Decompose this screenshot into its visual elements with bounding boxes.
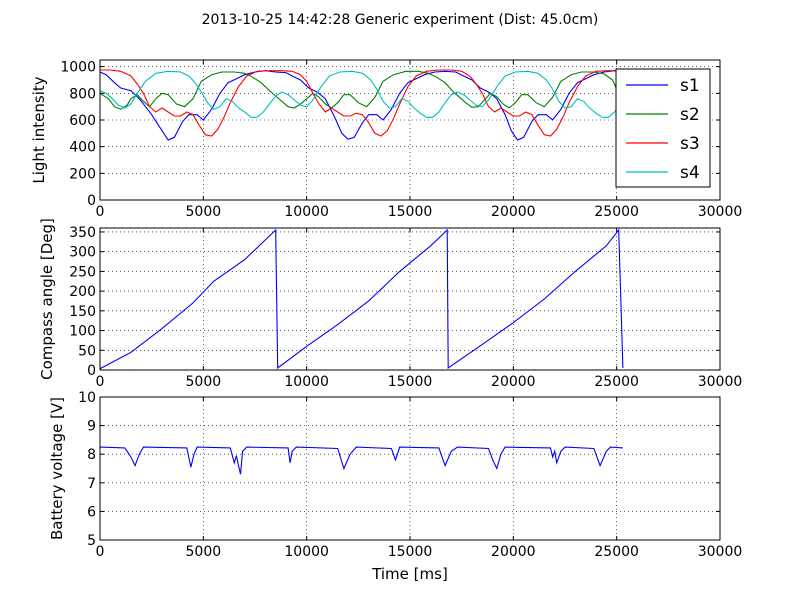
y-tick-label: 100	[69, 324, 96, 340]
y-tick-label: 200	[69, 166, 96, 182]
y-tick-label: 300	[69, 245, 96, 261]
x-axis-label: Time [ms]	[371, 565, 448, 583]
legend-label-s3: s3	[680, 134, 700, 154]
y-tick-label: 350	[69, 225, 96, 241]
y-tick-label: 8	[87, 447, 96, 463]
x-tick-label: 10000	[284, 544, 329, 560]
series-line	[100, 446, 623, 475]
chart-panel-1: 0 5000 10000 15000 20000 25000 30000 0 200 400 600…	[30, 59, 743, 220]
legend: s1 s2 s3 s4	[615, 68, 711, 188]
x-tick-label: 20000	[491, 204, 536, 220]
y-tick-label: 7	[87, 476, 96, 492]
x-tick-label: 30000	[698, 544, 743, 560]
y-tick-label: 10	[78, 390, 96, 406]
y-axis-label: Light intensity	[30, 76, 48, 183]
x-tick-label: 15000	[388, 544, 433, 560]
x-tick-label: 5000	[186, 374, 222, 390]
x-tick-label: 15000	[388, 374, 433, 390]
legend-box	[615, 68, 711, 188]
y-axis-label: Compass angle [Deg]	[38, 218, 56, 380]
legend-label-s2: s2	[680, 105, 700, 125]
x-tick-label: 5000	[186, 544, 222, 560]
y-tick-label: 1000	[60, 60, 96, 76]
x-tick-label: 0	[96, 544, 105, 560]
y-tick-label: 0	[87, 193, 96, 209]
y-tick-label: 800	[69, 86, 96, 102]
x-tick-label: 10000	[284, 204, 329, 220]
y-tick-label: 150	[69, 304, 96, 320]
series-line	[100, 228, 624, 370]
series-line-s2	[100, 70, 622, 110]
x-tick-label: 0	[96, 204, 105, 220]
x-tick-label: 25000	[594, 544, 639, 560]
legend-label-s1: s1	[680, 76, 700, 96]
x-tick-label: 0	[96, 374, 105, 390]
x-tick-label: 5000	[186, 204, 222, 220]
x-tick-label: 20000	[491, 374, 536, 390]
series-line-s4	[100, 70, 622, 118]
y-tick-label: 9	[87, 419, 96, 435]
series-line-s3	[100, 69, 623, 137]
x-tick-label: 30000	[698, 204, 743, 220]
y-tick-label: 50	[78, 343, 96, 359]
x-tick-label: 25000	[594, 204, 639, 220]
chart-panel-2: 0 5000 10000 15000 20000 25000 300000501001502…	[38, 218, 742, 390]
series-line-s1	[100, 70, 623, 141]
x-tick-label: 25000	[594, 374, 639, 390]
chart-panel-3: 0 5000 10000 15000 20000 25000 30000 5 6 7 8 9 10 Bat…	[48, 390, 742, 583]
plots: 0 5000 10000 15000 20000 25000 300000200400600…	[30, 59, 743, 583]
y-tick-label: 6	[87, 504, 96, 520]
y-tick-label: 400	[69, 140, 96, 156]
figure-title: 2013-10-25 14:42:28 Generic experiment (…	[202, 12, 599, 28]
y-tick-label: 200	[69, 284, 96, 300]
legend-label-s4: s4	[680, 163, 700, 183]
y-axis-label: Battery voltage [V]	[48, 397, 66, 540]
y-tick-label: 5	[87, 533, 96, 549]
y-tick-label: 250	[69, 264, 96, 280]
x-tick-label: 20000	[491, 544, 536, 560]
y-tick-label: 0	[87, 363, 96, 379]
x-tick-label: 15000	[388, 204, 433, 220]
x-tick-label: 30000	[698, 374, 743, 390]
y-tick-label: 600	[69, 113, 96, 129]
axes-frame	[99, 396, 721, 541]
x-tick-label: 10000	[284, 374, 329, 390]
